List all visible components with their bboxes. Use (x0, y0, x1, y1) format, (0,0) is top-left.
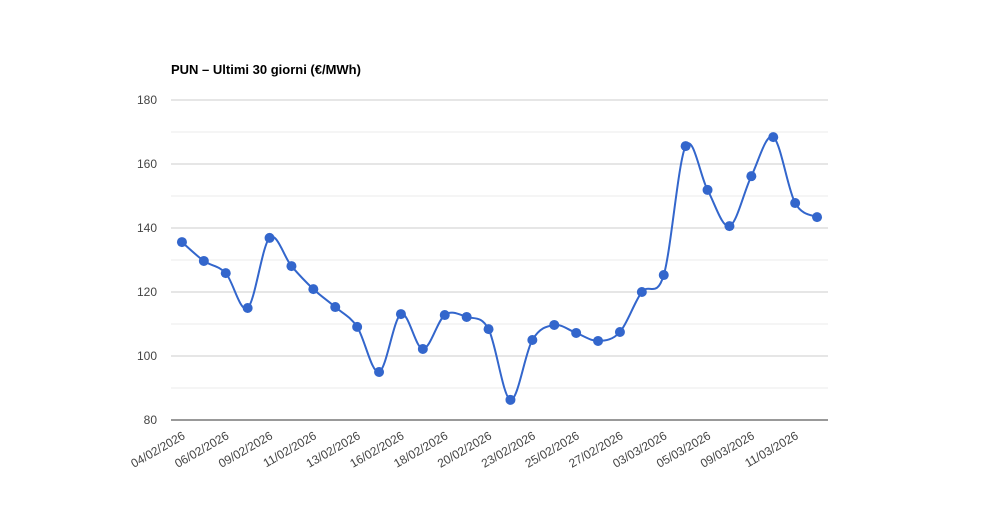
point (374, 367, 385, 377)
point (176, 237, 187, 248)
point (593, 335, 604, 346)
point (527, 335, 538, 345)
point (286, 261, 297, 272)
point (308, 284, 319, 295)
line (181, 135, 818, 401)
point (417, 343, 428, 354)
point (790, 198, 801, 209)
point (242, 303, 253, 313)
point (461, 311, 472, 322)
point (614, 327, 625, 337)
point (746, 171, 757, 182)
point (549, 319, 560, 330)
point (505, 394, 516, 405)
y-tick-label: 120 (137, 285, 157, 299)
point (812, 212, 823, 223)
point (330, 302, 341, 313)
y-tick-label: 100 (137, 349, 157, 363)
y-tick-label: 160 (137, 157, 157, 171)
point (198, 255, 209, 266)
y-tick-label: 140 (137, 221, 157, 235)
chart-title: PUN – Ultimi 30 giorni (€/MWh) (171, 62, 361, 77)
point (220, 268, 231, 279)
point (439, 310, 450, 321)
point (658, 270, 669, 281)
point (264, 232, 275, 243)
point (724, 221, 735, 232)
y-tick-label: 80 (144, 413, 158, 427)
point (680, 141, 691, 152)
point (702, 184, 713, 195)
point (636, 287, 647, 297)
y-tick-label: 180 (137, 93, 157, 107)
point (395, 309, 406, 320)
point (571, 327, 582, 338)
point (352, 321, 363, 332)
point (483, 324, 494, 335)
point (768, 132, 779, 143)
